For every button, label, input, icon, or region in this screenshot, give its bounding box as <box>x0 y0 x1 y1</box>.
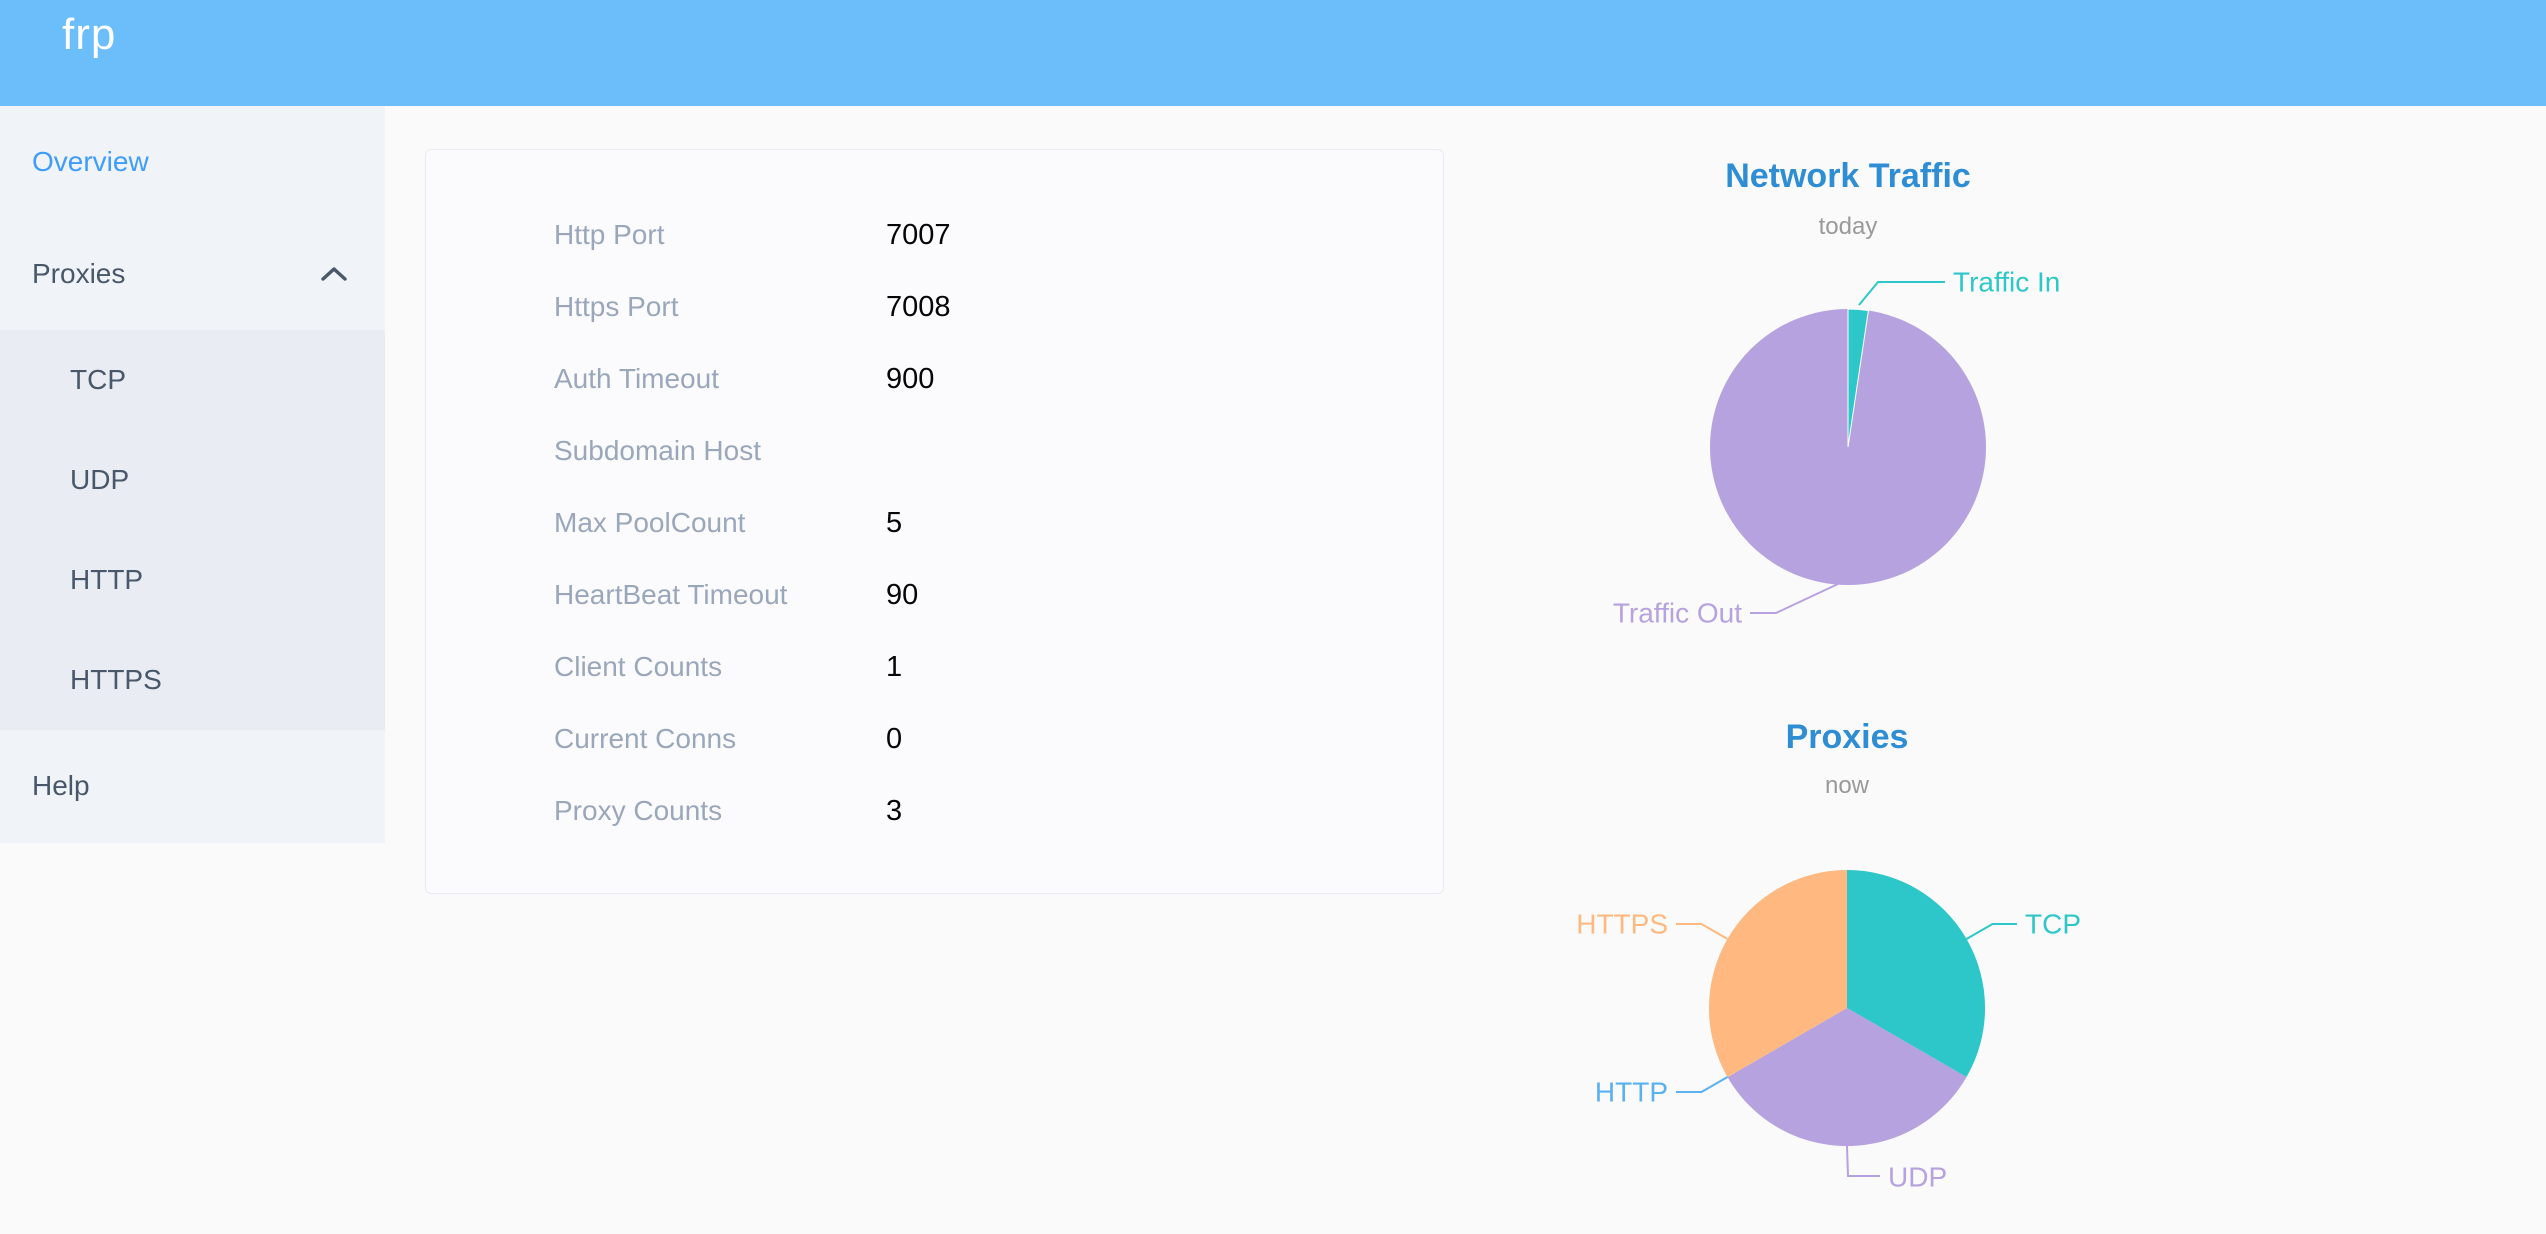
traffic-in-label: Traffic In <box>1953 267 2060 298</box>
info-value: 900 <box>886 362 935 395</box>
traffic-in-label-line <box>1858 281 1945 306</box>
udp-slice[interactable] <box>1727 1008 1967 1147</box>
info-value: 1 <box>886 650 903 683</box>
tcp-label: TCP <box>2025 909 2081 940</box>
info-value: 0 <box>886 722 903 755</box>
info-label: Auth Timeout <box>554 363 719 394</box>
sidebar-item-help-label: Help <box>32 770 90 801</box>
network-traffic-pie-chart: Network Traffic today Traffic In Traffic… <box>1613 157 2061 629</box>
sidebar-item-https[interactable]: HTTPS <box>0 630 385 730</box>
info-value: 7007 <box>886 218 951 251</box>
info-value: 3 <box>886 794 903 827</box>
proxies-pie-chart: Proxies now TCP UDP HTTP HTTPS <box>1576 718 2081 1193</box>
https-label: HTTPS <box>1576 909 1668 940</box>
sidebar-item-http-label: HTTP <box>70 564 144 595</box>
sidebar-item-https-label: HTTPS <box>70 664 162 695</box>
sidebar-item-tcp[interactable]: TCP <box>0 330 385 430</box>
https-slice[interactable] <box>1708 870 1847 1078</box>
network-traffic-title: Network Traffic <box>1725 157 1971 195</box>
info-label: Max PoolCount <box>554 507 746 538</box>
sidebar-item-overview-label: Overview <box>32 146 149 177</box>
http-label: HTTP <box>1595 1077 1668 1108</box>
info-row-http-port: Http Port 7007 <box>554 199 1443 271</box>
network-traffic-subtitle: today <box>1819 213 1878 240</box>
tcp-slice[interactable] <box>1847 870 1986 1078</box>
chevron-up-icon <box>321 267 347 281</box>
proxies-submenu: TCP UDP HTTP HTTPS <box>0 330 385 730</box>
server-info-card: Http Port 7007 Https Port 7008 Auth Time… <box>425 149 1444 894</box>
proxies-title: Proxies <box>1786 718 1909 756</box>
info-label: HeartBeat Timeout <box>554 579 788 610</box>
info-row-proxy-counts: Proxy Counts 3 <box>554 775 1443 847</box>
sidebar-item-proxies[interactable]: Proxies <box>0 218 385 330</box>
sidebar-item-help[interactable]: Help <box>0 730 385 842</box>
sidebar-item-overview[interactable]: Overview <box>0 106 385 218</box>
traffic-out-label: Traffic Out <box>1613 598 1742 629</box>
info-row-client-counts: Client Counts 1 <box>554 631 1443 703</box>
info-value: 7008 <box>886 290 951 323</box>
info-label: Client Counts <box>554 651 723 682</box>
frp-logo: frp <box>62 10 117 59</box>
info-value: 90 <box>886 578 919 611</box>
sidebar-item-udp[interactable]: UDP <box>0 430 385 530</box>
sidebar-item-http[interactable]: HTTP <box>0 530 385 630</box>
proxies-subtitle: now <box>1825 772 1870 799</box>
info-row-current-conns: Current Conns 0 <box>554 703 1443 775</box>
info-row-subdomain-host: Subdomain Host <box>554 415 1443 487</box>
sidebar-item-udp-label: UDP <box>70 464 130 495</box>
info-row-https-port: Https Port 7008 <box>554 271 1443 343</box>
info-row-heartbeat-timeout: HeartBeat Timeout 90 <box>554 559 1443 631</box>
info-row-auth-timeout: Auth Timeout 900 <box>554 343 1443 415</box>
http-label-line <box>1676 1076 1728 1093</box>
udp-label: UDP <box>1888 1162 1947 1193</box>
info-row-max-poolcount: Max PoolCount 5 <box>554 487 1443 559</box>
traffic-out-label-line <box>1750 583 1839 614</box>
info-label: Subdomain Host <box>554 435 762 466</box>
info-value: 5 <box>886 506 903 539</box>
tcp-label-line <box>1966 923 2017 940</box>
traffic-in-slice[interactable] <box>1847 308 1869 448</box>
https-label-line <box>1676 923 1728 940</box>
info-label: Proxy Counts <box>554 795 723 826</box>
sidebar-item-proxies-label: Proxies <box>32 258 126 289</box>
info-label: Current Conns <box>554 723 737 754</box>
info-label: Https Port <box>554 291 679 322</box>
info-label: Http Port <box>554 219 665 250</box>
udp-label-line <box>1846 1145 1880 1177</box>
sidebar-menu: Overview Proxies TCP UDP HTTP HTTPS Help <box>0 106 385 843</box>
top-header-bar: frp <box>0 0 2546 106</box>
sidebar-item-tcp-label: TCP <box>70 364 126 395</box>
